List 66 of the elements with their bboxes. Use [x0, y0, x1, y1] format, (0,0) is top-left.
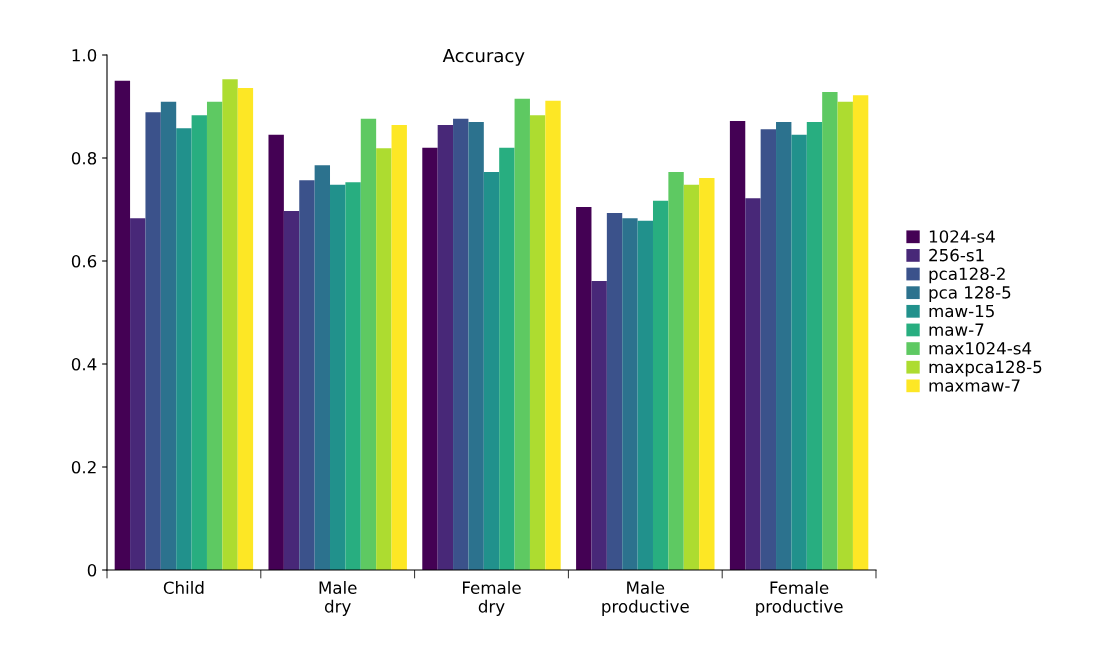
- bar: [822, 92, 838, 570]
- bar: [206, 101, 223, 570]
- bar: [545, 100, 561, 570]
- legend-label: pca128-2: [929, 267, 1005, 284]
- bar: [237, 87, 254, 570]
- legend-label: pca 128-5: [929, 286, 1011, 302]
- legend-label: maw-15: [929, 304, 994, 318]
- legend-label: 1024-s4: [929, 230, 995, 243]
- bar: [376, 148, 392, 570]
- bar: [468, 121, 484, 570]
- x-tick-label: Female dry: [463, 581, 521, 616]
- bar: [437, 125, 454, 570]
- bar: [776, 121, 792, 570]
- legend-label: 256-s1: [929, 248, 984, 262]
- bar: [160, 101, 177, 570]
- x-tick-label: Male productive: [602, 581, 689, 616]
- bar: [130, 218, 146, 570]
- bar: [176, 128, 192, 570]
- y-tick-label: 0.6: [71, 254, 97, 268]
- bar: [837, 101, 853, 570]
- bar: [760, 129, 777, 570]
- bar: [483, 171, 500, 570]
- bar: [791, 134, 807, 570]
- bar: [330, 184, 346, 570]
- bar: [268, 134, 284, 570]
- y-tick-label: 0.4: [71, 357, 97, 371]
- bar: [145, 112, 161, 570]
- bar: [114, 80, 131, 570]
- bar: [683, 184, 700, 570]
- bar: [345, 182, 361, 570]
- bar: [422, 147, 438, 570]
- bar: [360, 118, 377, 570]
- bar: [222, 79, 238, 570]
- y-tick-label: 0.2: [71, 460, 96, 474]
- bar: [299, 180, 315, 570]
- bar: [591, 281, 607, 570]
- bar: [191, 115, 207, 570]
- bar: [391, 125, 407, 570]
- x-tick-label: Male dry: [319, 581, 357, 616]
- legend-label: maw-7: [929, 323, 984, 336]
- x-tick-label: Child: [163, 581, 204, 595]
- legend-label: maxpca128-5: [929, 360, 1042, 377]
- bar: [668, 171, 684, 570]
- bar: [576, 206, 592, 570]
- bar: [453, 118, 469, 570]
- bar: [806, 121, 823, 570]
- bar: [529, 115, 546, 570]
- bar: [852, 95, 869, 570]
- bar: [314, 165, 331, 570]
- legend-label: max1024-s4: [929, 341, 1032, 355]
- bar: [622, 218, 638, 570]
- bar: [499, 147, 515, 570]
- chart-title: Accuracy: [442, 48, 525, 66]
- bar: [637, 220, 653, 570]
- bar: [745, 198, 761, 570]
- bar: [283, 211, 300, 570]
- bar: [652, 200, 669, 570]
- bar: [699, 178, 715, 570]
- legend-label: maxmaw-7: [929, 379, 1020, 392]
- x-tick-label: Female productive: [756, 581, 843, 616]
- bar: [729, 120, 746, 570]
- bar: [606, 213, 623, 570]
- bar: [514, 98, 530, 570]
- y-tick-label: 0: [87, 563, 97, 577]
- y-tick-label: 0.8: [71, 151, 97, 165]
- y-tick-label: 1.0: [72, 48, 97, 62]
